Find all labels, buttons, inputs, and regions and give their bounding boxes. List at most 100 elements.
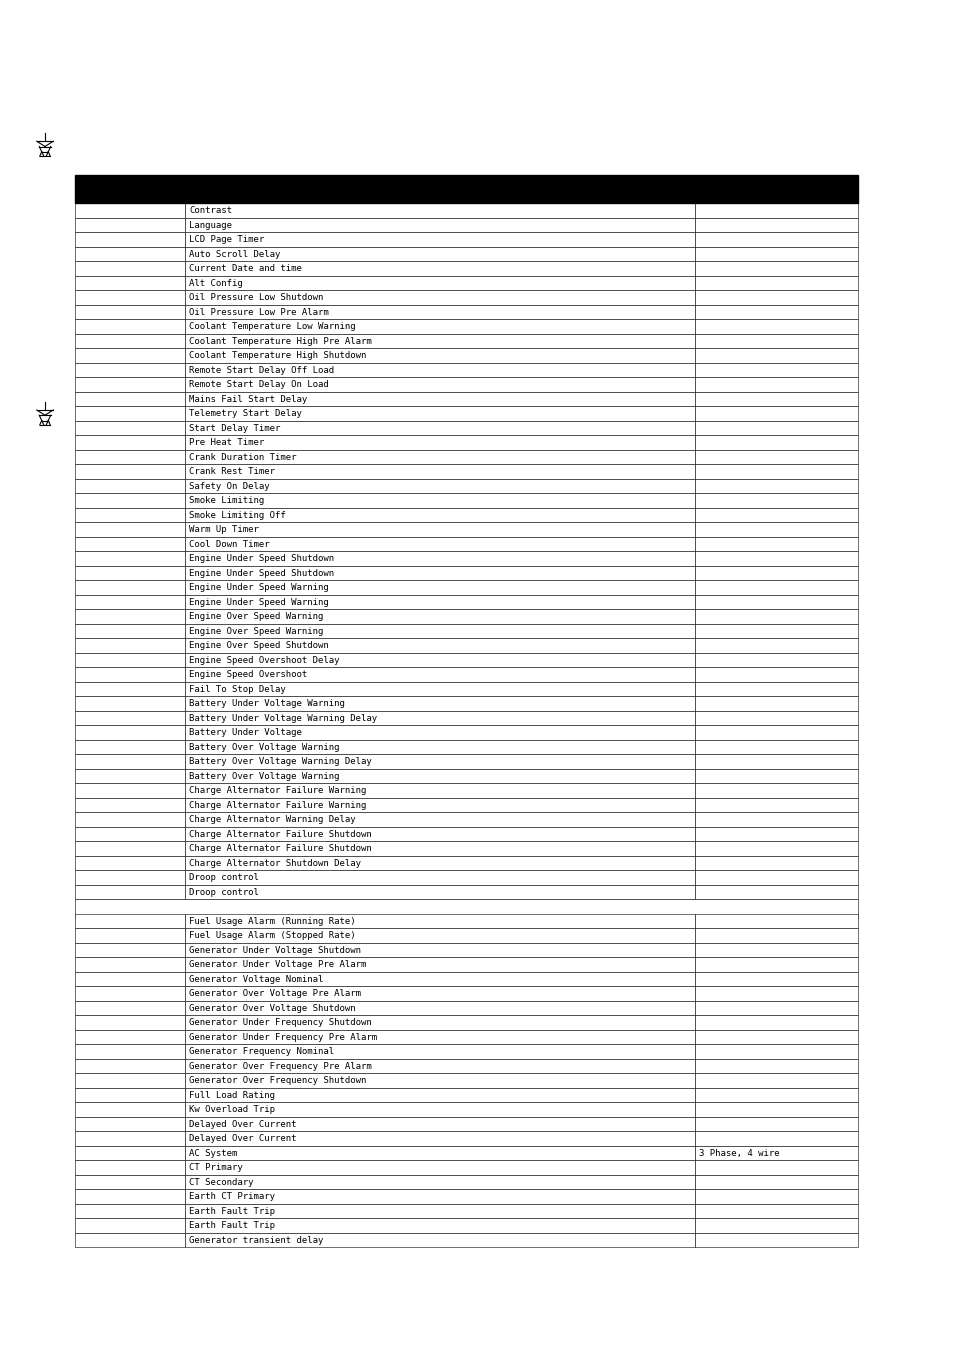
Bar bbox=[75, 1088, 185, 1102]
Bar bbox=[695, 536, 857, 551]
Bar bbox=[695, 1001, 857, 1015]
Text: Generator Under Frequency Pre Alarm: Generator Under Frequency Pre Alarm bbox=[189, 1032, 376, 1042]
Bar bbox=[185, 1001, 695, 1015]
Bar bbox=[185, 1146, 695, 1161]
Text: Fail To Stop Delay: Fail To Stop Delay bbox=[189, 685, 286, 693]
Text: Charge Alternator Failure Shutdown: Charge Alternator Failure Shutdown bbox=[189, 830, 372, 839]
Bar bbox=[695, 928, 857, 943]
Text: Battery Under Voltage Warning: Battery Under Voltage Warning bbox=[189, 698, 345, 708]
Text: Charge Alternator Shutdown Delay: Charge Alternator Shutdown Delay bbox=[189, 858, 360, 867]
Bar bbox=[75, 1058, 185, 1073]
Bar bbox=[695, 1204, 857, 1219]
Bar bbox=[695, 392, 857, 407]
Text: Auto Scroll Delay: Auto Scroll Delay bbox=[189, 250, 280, 258]
Bar bbox=[185, 638, 695, 653]
Bar bbox=[185, 276, 695, 290]
Text: Oil Pressure Low Pre Alarm: Oil Pressure Low Pre Alarm bbox=[189, 308, 329, 316]
Bar bbox=[185, 261, 695, 276]
Bar bbox=[695, 463, 857, 478]
Bar bbox=[185, 362, 695, 377]
Bar bbox=[185, 739, 695, 754]
Bar bbox=[695, 739, 857, 754]
Text: CT Secondary: CT Secondary bbox=[189, 1178, 253, 1186]
Bar bbox=[695, 1073, 857, 1088]
Bar bbox=[75, 696, 185, 711]
Bar bbox=[75, 392, 185, 407]
Text: Generator Under Voltage Shutdown: Generator Under Voltage Shutdown bbox=[189, 946, 360, 955]
Bar bbox=[695, 1219, 857, 1232]
Bar bbox=[75, 711, 185, 725]
Bar bbox=[185, 450, 695, 463]
Bar bbox=[185, 696, 695, 711]
Bar bbox=[695, 812, 857, 827]
Bar bbox=[185, 1102, 695, 1116]
Bar bbox=[75, 898, 857, 917]
Text: Delayed Over Current: Delayed Over Current bbox=[189, 1120, 296, 1128]
Bar bbox=[695, 377, 857, 392]
Bar bbox=[185, 624, 695, 638]
Bar bbox=[185, 1204, 695, 1219]
Bar bbox=[75, 1073, 185, 1088]
Text: Battery Under Voltage Warning Delay: Battery Under Voltage Warning Delay bbox=[189, 713, 376, 723]
Bar bbox=[695, 435, 857, 450]
Bar bbox=[185, 349, 695, 362]
Bar bbox=[185, 769, 695, 784]
Bar bbox=[695, 1189, 857, 1204]
Bar bbox=[75, 218, 185, 232]
Text: Mains Fail Start Delay: Mains Fail Start Delay bbox=[189, 394, 307, 404]
Text: Generator Frequency Nominal: Generator Frequency Nominal bbox=[189, 1047, 334, 1056]
Bar bbox=[75, 928, 185, 943]
Bar bbox=[185, 435, 695, 450]
Bar bbox=[695, 711, 857, 725]
Bar bbox=[185, 1029, 695, 1044]
Text: Current Date and time: Current Date and time bbox=[189, 263, 301, 273]
Bar bbox=[695, 885, 857, 898]
Bar bbox=[185, 1219, 695, 1232]
Bar bbox=[185, 943, 695, 957]
Bar bbox=[695, 1146, 857, 1161]
Bar bbox=[75, 450, 185, 463]
Text: Alt Config: Alt Config bbox=[189, 278, 242, 288]
Bar bbox=[695, 594, 857, 609]
Bar bbox=[75, 1116, 185, 1131]
Bar bbox=[75, 739, 185, 754]
Bar bbox=[185, 478, 695, 493]
Bar bbox=[695, 681, 857, 696]
Bar bbox=[75, 493, 185, 508]
Bar bbox=[75, 203, 185, 218]
Bar bbox=[695, 1116, 857, 1131]
Bar bbox=[695, 478, 857, 493]
Bar bbox=[75, 566, 185, 580]
Bar bbox=[185, 754, 695, 769]
Bar bbox=[185, 493, 695, 508]
Bar bbox=[695, 638, 857, 653]
Bar bbox=[695, 362, 857, 377]
Bar bbox=[185, 566, 695, 580]
Text: Fuel Usage Alarm (Stopped Rate): Fuel Usage Alarm (Stopped Rate) bbox=[189, 931, 355, 940]
Bar bbox=[75, 754, 185, 769]
Text: Kw Overload Trip: Kw Overload Trip bbox=[189, 1105, 274, 1115]
Bar bbox=[695, 725, 857, 739]
Bar bbox=[695, 827, 857, 842]
Bar bbox=[75, 362, 185, 377]
Bar bbox=[185, 957, 695, 971]
Text: Engine Over Speed Warning: Engine Over Speed Warning bbox=[189, 612, 323, 621]
Bar bbox=[185, 784, 695, 797]
Bar bbox=[185, 653, 695, 667]
Bar bbox=[185, 812, 695, 827]
Bar bbox=[695, 203, 857, 218]
Text: Engine Over Speed Shutdown: Engine Over Speed Shutdown bbox=[189, 640, 329, 650]
Text: AC System: AC System bbox=[189, 1148, 237, 1158]
Bar bbox=[75, 521, 185, 536]
Bar bbox=[185, 827, 695, 842]
Text: Generator Voltage Nominal: Generator Voltage Nominal bbox=[189, 974, 323, 984]
Bar bbox=[695, 1029, 857, 1044]
Bar bbox=[75, 943, 185, 957]
Bar bbox=[185, 392, 695, 407]
Text: Cool Down Timer: Cool Down Timer bbox=[189, 539, 270, 549]
Bar bbox=[185, 1015, 695, 1029]
Text: Remote Start Delay Off Load: Remote Start Delay Off Load bbox=[189, 366, 334, 374]
Text: Generator Over Frequency Shutdown: Generator Over Frequency Shutdown bbox=[189, 1075, 366, 1085]
Bar bbox=[75, 1146, 185, 1161]
Bar bbox=[75, 319, 185, 334]
